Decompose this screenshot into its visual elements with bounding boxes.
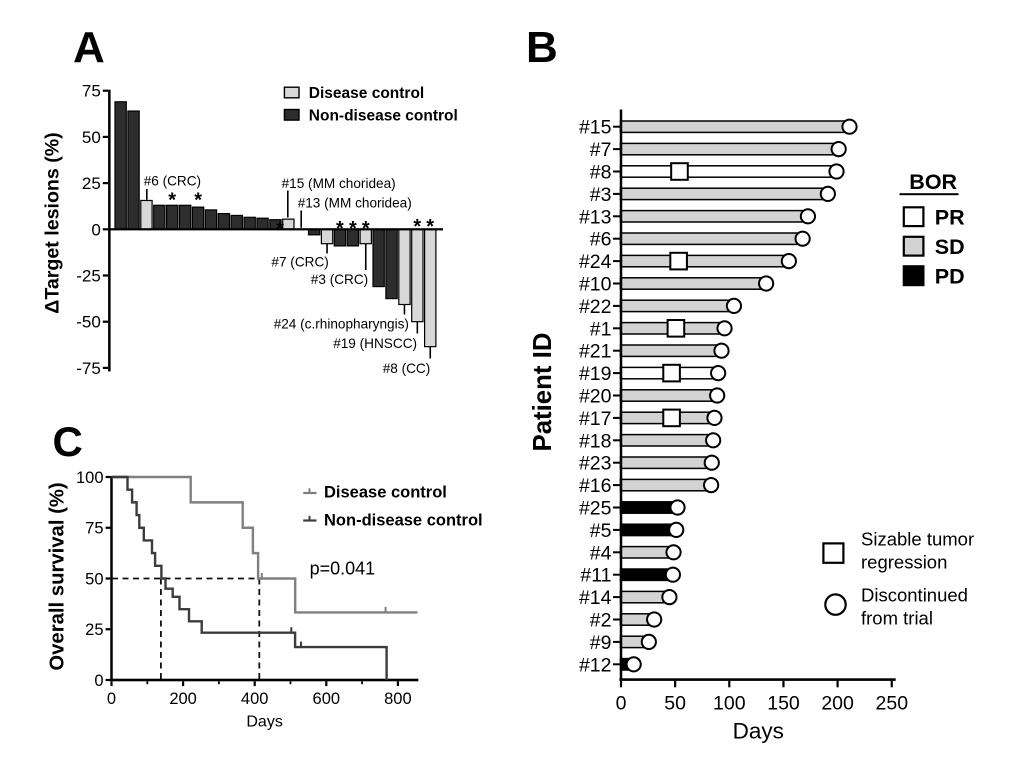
- svg-text:*: *: [413, 216, 421, 238]
- svg-text:150: 150: [767, 692, 800, 714]
- svg-text:#23: #23: [579, 453, 612, 475]
- svg-text:PD: PD: [935, 265, 965, 289]
- svg-text:400: 400: [241, 690, 269, 708]
- svg-text:#11: #11: [580, 565, 611, 587]
- svg-text:#15: #15: [579, 117, 612, 139]
- svg-text:0: 0: [91, 220, 100, 239]
- svg-text:#10: #10: [579, 274, 612, 296]
- svg-text:Overall survival (%): Overall survival (%): [47, 482, 69, 670]
- svg-text:Days: Days: [733, 719, 784, 744]
- svg-text:C: C: [53, 418, 83, 465]
- svg-text:*: *: [168, 190, 176, 212]
- svg-text:250: 250: [876, 692, 909, 714]
- svg-text:Non-disease control: Non-disease control: [309, 108, 458, 125]
- svg-text:Sizable tumor: Sizable tumor: [861, 529, 974, 550]
- svg-text:#13: #13: [579, 206, 612, 228]
- svg-text:#8 (CC): #8 (CC): [383, 361, 431, 376]
- svg-text:#19 (HNSCC): #19 (HNSCC): [333, 336, 417, 351]
- svg-text:#25: #25: [579, 498, 612, 520]
- svg-text:-50: -50: [76, 313, 101, 332]
- svg-text:from trial: from trial: [861, 608, 933, 629]
- svg-text:*: *: [336, 218, 344, 240]
- svg-text:#24 (c.rhinopharyngis): #24 (c.rhinopharyngis): [274, 317, 409, 332]
- svg-text:#6 (CRC): #6 (CRC): [144, 174, 201, 189]
- svg-text:*: *: [276, 219, 284, 241]
- svg-text:25: 25: [82, 174, 101, 193]
- svg-text:-25: -25: [76, 267, 101, 286]
- svg-text:100: 100: [76, 469, 104, 487]
- svg-text:#21: #21: [579, 341, 612, 363]
- svg-text:Days: Days: [246, 714, 282, 731]
- svg-text:600: 600: [313, 690, 341, 708]
- svg-text:50: 50: [82, 128, 101, 147]
- svg-text:0: 0: [616, 692, 627, 714]
- svg-text:#12: #12: [579, 654, 612, 676]
- svg-text:A: A: [73, 23, 105, 72]
- svg-text:50: 50: [664, 692, 686, 714]
- svg-text:#17: #17: [579, 408, 612, 430]
- svg-text:*: *: [426, 216, 434, 238]
- svg-text:200: 200: [821, 692, 854, 714]
- svg-text:#13 (MM choridea): #13 (MM choridea): [298, 195, 412, 210]
- svg-text:50: 50: [85, 570, 103, 588]
- svg-text:0: 0: [94, 672, 103, 690]
- svg-text:#16: #16: [579, 475, 612, 497]
- svg-text:ΔTarget lesions (%): ΔTarget lesions (%): [42, 132, 64, 313]
- svg-text:p=0.041: p=0.041: [310, 559, 376, 579]
- svg-text:Non-disease control: Non-disease control: [324, 511, 483, 529]
- svg-text:*: *: [362, 218, 370, 240]
- svg-text:B: B: [526, 23, 558, 72]
- svg-text:Patient ID: Patient ID: [529, 333, 557, 452]
- svg-text:regression: regression: [861, 552, 947, 573]
- svg-text:#4: #4: [590, 542, 612, 564]
- svg-text:75: 75: [82, 82, 101, 101]
- svg-text:#18: #18: [579, 430, 612, 452]
- svg-text:#7: #7: [590, 139, 612, 161]
- svg-text:#9: #9: [590, 632, 612, 654]
- svg-text:#7 (CRC): #7 (CRC): [271, 255, 328, 270]
- svg-text:#14: #14: [579, 587, 612, 609]
- svg-text:PR: PR: [935, 206, 965, 230]
- svg-text:*: *: [349, 218, 357, 240]
- svg-text:75: 75: [85, 520, 103, 538]
- svg-text:#2: #2: [590, 610, 612, 632]
- svg-text:#22: #22: [579, 296, 612, 318]
- svg-text:25: 25: [85, 621, 103, 639]
- svg-text:#8: #8: [590, 162, 612, 184]
- svg-text:#3: #3: [590, 184, 612, 206]
- svg-text:#1: #1: [590, 318, 612, 340]
- svg-text:#20: #20: [579, 386, 612, 408]
- svg-text:-75: -75: [76, 359, 101, 378]
- svg-text:100: 100: [713, 692, 746, 714]
- svg-text:#6: #6: [590, 229, 612, 251]
- svg-text:Discontinued: Discontinued: [861, 585, 968, 606]
- svg-text:Disease control: Disease control: [324, 483, 447, 501]
- svg-text:SD: SD: [935, 235, 965, 259]
- svg-text:#19: #19: [579, 363, 612, 385]
- svg-text:BOR: BOR: [909, 170, 957, 194]
- svg-text:0: 0: [107, 690, 116, 708]
- svg-text:#3 (CRC): #3 (CRC): [311, 272, 368, 287]
- svg-text:#15 (MM choridea): #15 (MM choridea): [282, 176, 396, 191]
- svg-text:200: 200: [169, 690, 197, 708]
- svg-text:800: 800: [384, 690, 412, 708]
- svg-text:*: *: [194, 190, 202, 212]
- svg-text:Disease control: Disease control: [309, 85, 424, 102]
- svg-text:#24: #24: [579, 251, 612, 273]
- svg-text:#5: #5: [590, 520, 612, 542]
